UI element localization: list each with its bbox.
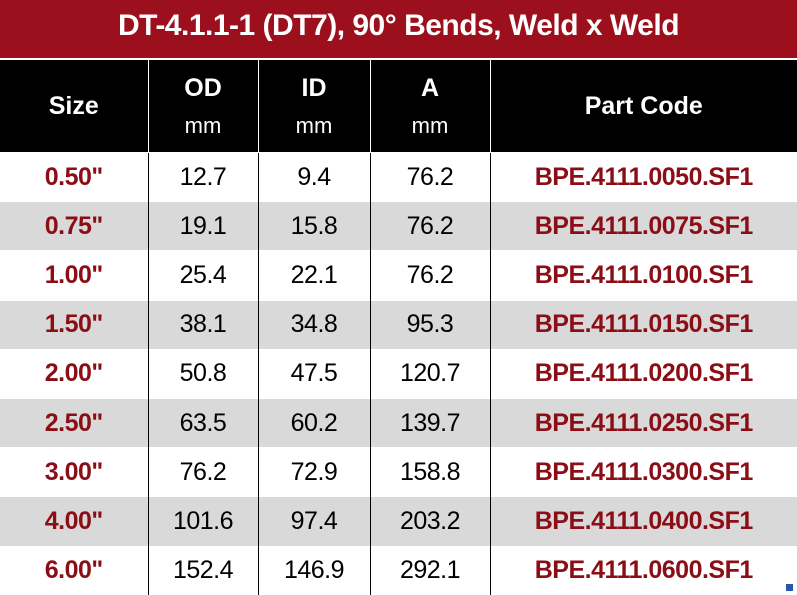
cell: 47.5 — [257, 348, 370, 399]
cell: 4.00" — [0, 496, 148, 546]
row: 0.75" 19.1 15.8 76.2 BPE.4111.0075.SF1 — [0, 201, 797, 251]
cell: BPE.4111.0300.SF1 — [489, 447, 797, 497]
cell: 2.50" — [0, 397, 148, 448]
cell: 34.8 — [257, 299, 370, 350]
column-name: A — [420, 73, 440, 102]
cell: BPE.4111.0150.SF1 — [489, 299, 797, 350]
cell: 158.8 — [369, 447, 490, 497]
cell: BPE.4111.0050.SF1 — [489, 151, 797, 202]
cell: 12.7 — [147, 151, 258, 202]
cell: 60.2 — [257, 397, 370, 448]
cell: 101.6 — [147, 496, 258, 546]
cell: 25.4 — [147, 250, 258, 301]
corner-mark — [786, 584, 793, 591]
cell: 139.7 — [369, 397, 490, 448]
cell: 203.2 — [369, 496, 490, 546]
row: 4.00" 101.6 97.4 203.2 BPE.4111.0400.SF1 — [0, 496, 797, 546]
column-header: OD mm — [147, 60, 258, 153]
cell: 146.9 — [257, 545, 370, 595]
row: 1.00" 25.4 22.1 76.2 BPE.4111.0100.SF1 — [0, 250, 797, 301]
cell: 76.2 — [369, 201, 490, 251]
cell: 3.00" — [0, 447, 148, 497]
cell: 0.75" — [0, 201, 148, 251]
row: 2.00" 50.8 47.5 120.7 BPE.4111.0200.SF1 — [0, 348, 797, 399]
column-header: Size — [0, 60, 148, 153]
cell: 15.8 — [257, 201, 370, 251]
column-name: OD — [184, 73, 222, 102]
cell: 19.1 — [147, 201, 258, 251]
cell: BPE.4111.0600.SF1 — [489, 545, 797, 595]
cell: 152.4 — [147, 545, 258, 595]
cell: 120.7 — [369, 348, 490, 399]
cell: 63.5 — [147, 397, 258, 448]
cell: 0.50" — [0, 151, 148, 202]
cell: 95.3 — [369, 299, 490, 350]
column-name: Size — [48, 91, 99, 120]
cell: BPE.4111.0100.SF1 — [489, 250, 797, 301]
row: 2.50" 63.5 60.2 139.7 BPE.4111.0250.SF1 — [0, 397, 797, 448]
cell: 76.2 — [147, 447, 258, 497]
cell: 1.00" — [0, 250, 148, 301]
title: DT-4.1.1-1 (DT7), 90° Bends, Weld x Weld — [0, 0, 797, 58]
column-unit: mm — [295, 112, 333, 138]
row: 0.50" 12.7 9.4 76.2 BPE.4111.0050.SF1 — [0, 151, 797, 202]
column-unit: mm — [411, 112, 449, 138]
cell: BPE.4111.0250.SF1 — [489, 397, 797, 448]
column-name: ID — [301, 73, 327, 102]
cell: 1.50" — [0, 299, 148, 350]
cell: 76.2 — [369, 250, 490, 301]
table-body: 0.50" 12.7 9.4 76.2 BPE.4111.0050.SF1 0.75" 19… — [0, 151, 797, 595]
column-header: Part Code — [489, 60, 797, 153]
row: 6.00" 152.4 146.9 292.1 BPE.4111.0600.SF1 — [0, 545, 797, 595]
cell: 6.00" — [0, 545, 148, 595]
cell: 9.4 — [257, 151, 370, 202]
cell: BPE.4111.0200.SF1 — [489, 348, 797, 399]
row: 3.00" 76.2 72.9 158.8 BPE.4111.0300.SF1 — [0, 447, 797, 497]
column-unit: mm — [184, 112, 222, 138]
cell: 76.2 — [369, 151, 490, 202]
cell: 97.4 — [257, 496, 370, 546]
cell: 22.1 — [257, 250, 370, 301]
cell: 38.1 — [147, 299, 258, 350]
cell: 72.9 — [257, 447, 370, 497]
cell: 292.1 — [369, 545, 490, 595]
column-header: ID mm — [257, 60, 370, 153]
row: 1.50" 38.1 34.8 95.3 BPE.4111.0150.SF1 — [0, 299, 797, 350]
column-name: Part Code — [584, 91, 703, 120]
cell: 50.8 — [147, 348, 258, 399]
cell: 2.00" — [0, 348, 148, 399]
cell: BPE.4111.0400.SF1 — [489, 496, 797, 546]
cell: BPE.4111.0075.SF1 — [489, 201, 797, 251]
